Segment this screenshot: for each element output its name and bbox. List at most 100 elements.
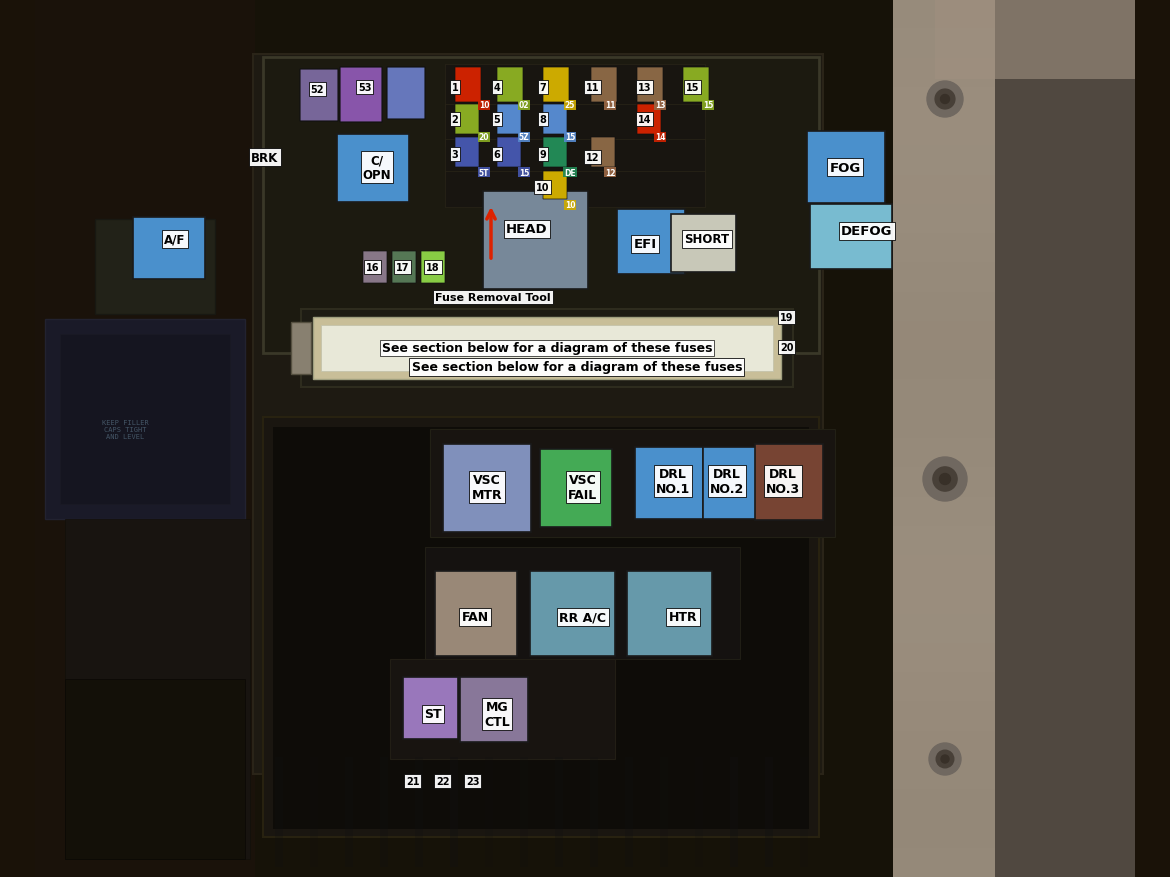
FancyBboxPatch shape bbox=[483, 192, 589, 289]
FancyBboxPatch shape bbox=[337, 135, 410, 203]
Bar bbox=[893, 117, 1135, 146]
Text: 5Z: 5Z bbox=[518, 133, 529, 142]
Text: 11: 11 bbox=[605, 102, 615, 111]
Bar bbox=[263, 417, 819, 837]
Text: 13: 13 bbox=[639, 83, 652, 93]
Bar bbox=[445, 105, 706, 146]
FancyBboxPatch shape bbox=[392, 252, 417, 283]
Text: 15: 15 bbox=[687, 83, 700, 93]
Bar bbox=[425, 547, 739, 660]
FancyBboxPatch shape bbox=[435, 571, 517, 656]
Bar bbox=[314, 317, 782, 380]
Bar bbox=[486, 757, 493, 867]
FancyBboxPatch shape bbox=[672, 215, 736, 273]
FancyBboxPatch shape bbox=[703, 447, 771, 519]
Bar bbox=[310, 757, 318, 867]
Bar bbox=[590, 757, 598, 867]
FancyBboxPatch shape bbox=[455, 105, 479, 135]
FancyBboxPatch shape bbox=[443, 445, 531, 532]
Bar bbox=[445, 139, 706, 180]
Text: 14: 14 bbox=[655, 133, 666, 142]
Text: VSC
MTR: VSC MTR bbox=[472, 474, 502, 502]
Bar bbox=[893, 643, 1135, 673]
FancyBboxPatch shape bbox=[636, 68, 663, 103]
Text: 25: 25 bbox=[565, 102, 576, 111]
FancyBboxPatch shape bbox=[455, 68, 481, 103]
FancyBboxPatch shape bbox=[421, 252, 445, 283]
Text: 17: 17 bbox=[397, 263, 410, 273]
Bar bbox=[893, 585, 1135, 614]
FancyBboxPatch shape bbox=[807, 132, 885, 203]
Circle shape bbox=[923, 458, 966, 502]
Bar bbox=[994, 0, 1135, 877]
FancyBboxPatch shape bbox=[363, 252, 387, 283]
Bar bbox=[893, 59, 1135, 88]
Text: 14: 14 bbox=[639, 115, 652, 125]
Text: 20: 20 bbox=[780, 343, 793, 353]
Bar bbox=[893, 175, 1135, 204]
Bar bbox=[60, 335, 230, 504]
Circle shape bbox=[935, 90, 955, 110]
Bar bbox=[893, 555, 1135, 585]
Text: 22: 22 bbox=[436, 776, 449, 786]
Text: DRL
NO.1: DRL NO.1 bbox=[656, 467, 690, 496]
Bar bbox=[893, 29, 1135, 59]
Text: 7: 7 bbox=[539, 83, 546, 93]
FancyBboxPatch shape bbox=[541, 450, 612, 527]
FancyBboxPatch shape bbox=[300, 70, 338, 122]
FancyBboxPatch shape bbox=[460, 677, 528, 742]
Text: DE: DE bbox=[564, 168, 576, 177]
Bar bbox=[893, 292, 1135, 322]
Bar bbox=[66, 679, 245, 859]
Bar bbox=[263, 62, 818, 352]
Text: BRK: BRK bbox=[252, 152, 278, 164]
Text: 6: 6 bbox=[494, 150, 501, 160]
Bar bbox=[321, 325, 773, 372]
FancyBboxPatch shape bbox=[455, 138, 479, 168]
Bar bbox=[44, 319, 245, 519]
Text: 3: 3 bbox=[452, 150, 459, 160]
Text: FAN: FAN bbox=[461, 610, 489, 624]
Bar bbox=[445, 172, 706, 208]
Bar bbox=[893, 0, 1135, 877]
FancyBboxPatch shape bbox=[636, 105, 661, 135]
FancyBboxPatch shape bbox=[497, 105, 521, 135]
Bar bbox=[893, 497, 1135, 526]
Bar bbox=[765, 757, 773, 867]
Bar bbox=[893, 848, 1135, 877]
Text: SHORT: SHORT bbox=[684, 233, 730, 246]
Text: 02: 02 bbox=[518, 102, 529, 111]
Text: 12: 12 bbox=[586, 153, 600, 163]
Text: 12: 12 bbox=[605, 168, 615, 177]
Text: 21: 21 bbox=[406, 776, 420, 786]
Circle shape bbox=[932, 467, 957, 491]
Bar bbox=[345, 757, 353, 867]
Bar bbox=[730, 757, 738, 867]
Circle shape bbox=[940, 474, 950, 485]
Bar bbox=[893, 614, 1135, 643]
Bar bbox=[893, 0, 1135, 877]
Text: 10: 10 bbox=[479, 102, 489, 111]
Polygon shape bbox=[35, 0, 255, 877]
Text: See section below for a diagram of these fuses: See section below for a diagram of these… bbox=[412, 361, 742, 374]
Bar bbox=[625, 757, 633, 867]
Text: 23: 23 bbox=[467, 776, 480, 786]
FancyBboxPatch shape bbox=[497, 138, 521, 168]
Text: 10: 10 bbox=[565, 201, 576, 210]
FancyBboxPatch shape bbox=[543, 138, 567, 168]
Text: EFI: EFI bbox=[633, 239, 656, 251]
FancyBboxPatch shape bbox=[591, 68, 617, 103]
Bar bbox=[695, 757, 703, 867]
Bar bbox=[893, 760, 1135, 789]
Bar bbox=[893, 467, 1135, 497]
Text: See section below for a diagram of these fuses: See section below for a diagram of these… bbox=[381, 342, 713, 355]
Bar bbox=[893, 204, 1135, 234]
FancyBboxPatch shape bbox=[683, 68, 709, 103]
FancyBboxPatch shape bbox=[133, 217, 205, 280]
Text: 15: 15 bbox=[703, 102, 714, 111]
Text: HTR: HTR bbox=[669, 610, 697, 624]
FancyBboxPatch shape bbox=[810, 204, 892, 270]
FancyBboxPatch shape bbox=[755, 445, 823, 520]
FancyBboxPatch shape bbox=[617, 210, 684, 275]
Text: 15: 15 bbox=[565, 133, 576, 142]
